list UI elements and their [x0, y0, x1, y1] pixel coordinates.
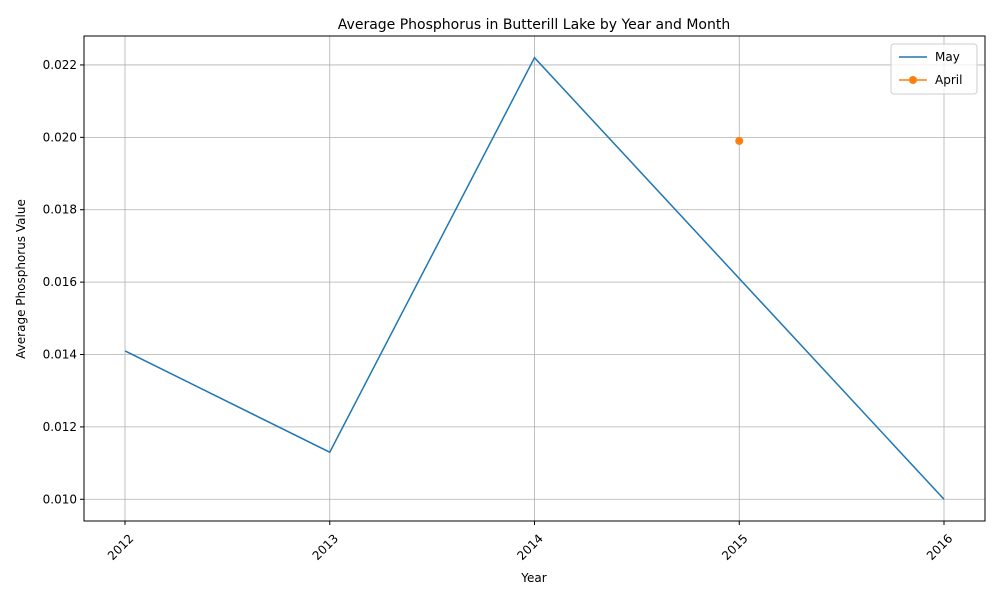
x-axis-label: Year [520, 571, 546, 585]
legend-box [890, 43, 978, 95]
y-tick-label: 0.014 [43, 348, 77, 362]
y-tick-label: 0.012 [43, 420, 77, 434]
legend-label-may: May [935, 50, 960, 64]
legend: May April [890, 43, 978, 95]
y-axis-label: Average Phosphorus Value [14, 199, 28, 359]
y-tick-label: 0.010 [43, 492, 77, 506]
y-tick-label: 0.020 [43, 130, 77, 144]
legend-label-april: April [935, 73, 962, 87]
chart-title: Average Phosphorus in Butterill Lake by … [338, 17, 730, 33]
y-tick-label: 0.016 [43, 275, 77, 289]
series-layer [124, 56, 945, 500]
y-axis-ticks: 0.010 0.012 0.014 0.016 0.018 0.020 0.022 [43, 58, 84, 506]
legend-marker-april [909, 76, 917, 84]
grid-lines [84, 36, 985, 521]
y-tick-label: 0.018 [43, 203, 77, 217]
y-tick-label: 0.022 [43, 58, 77, 72]
data-point-april [735, 136, 744, 145]
series-line-may [124, 56, 945, 500]
